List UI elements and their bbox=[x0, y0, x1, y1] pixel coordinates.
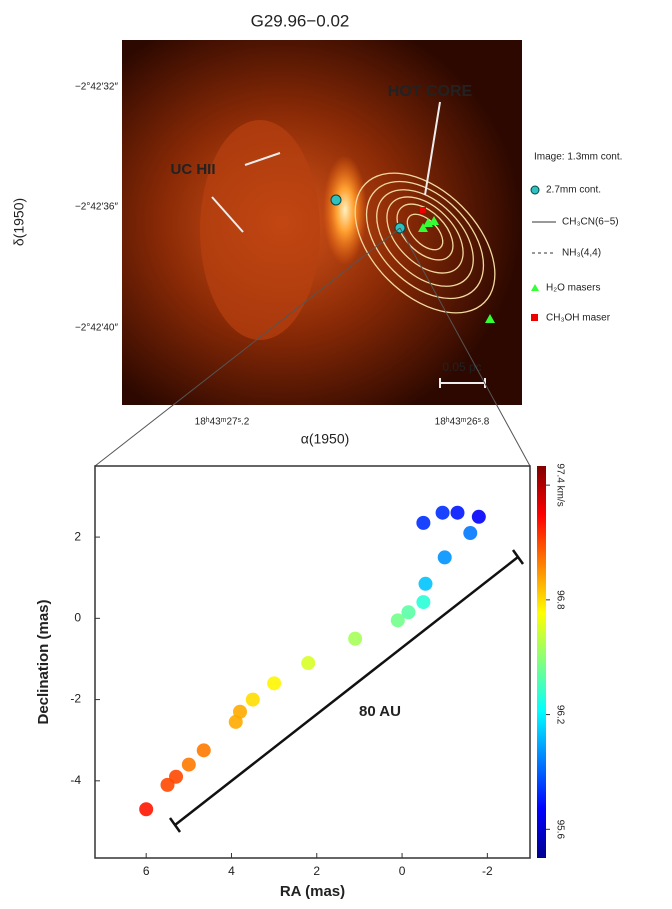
legend-entry: H₂O masers bbox=[546, 283, 600, 294]
uchii-region bbox=[200, 120, 320, 340]
maser-spot bbox=[416, 595, 430, 609]
maser-spot bbox=[169, 770, 183, 784]
legend-symbol bbox=[531, 186, 539, 194]
x-tick-label: -2 bbox=[482, 864, 493, 878]
y-tick-label: -4 bbox=[70, 773, 81, 787]
maser-spot bbox=[438, 550, 452, 564]
legend-entry: Image: 1.3mm cont. bbox=[534, 152, 622, 163]
maser-spot bbox=[416, 516, 430, 530]
methanol-maser bbox=[420, 207, 426, 213]
legend-symbol bbox=[531, 284, 539, 291]
legend: Image: 1.3mm cont. 2.7mm cont. CH₃CN(6−5… bbox=[531, 152, 622, 324]
page: G29.96−0.02 UC HII HOT CORE 0.05 pc −2°4… bbox=[0, 0, 672, 904]
x-tick-label: 2 bbox=[313, 864, 320, 878]
legend-entry: CH₃CN(6−5) bbox=[562, 217, 619, 228]
x-tick-label: 6 bbox=[143, 864, 150, 878]
hotcore-label: HOT CORE bbox=[388, 83, 473, 100]
x-axis-label: RA (mas) bbox=[280, 883, 345, 900]
y-tick-label: 2 bbox=[74, 529, 81, 543]
y-tick-label: 0 bbox=[74, 611, 81, 625]
x-tick-label: 18ʰ43ᵐ26ˢ.8 bbox=[435, 417, 490, 428]
colorbar-tick-label: 96.2 bbox=[554, 705, 565, 725]
maser-spot bbox=[197, 743, 211, 757]
maser-spot bbox=[463, 526, 477, 540]
x-axis-label: α(1950) bbox=[301, 431, 350, 447]
maser-spot bbox=[139, 802, 153, 816]
y-tick-label: -2 bbox=[70, 692, 81, 706]
maser-spot bbox=[419, 577, 433, 591]
maser-spot bbox=[401, 605, 415, 619]
y-axis-label: δ(1950) bbox=[11, 198, 27, 246]
scale-label: 80 AU bbox=[359, 703, 401, 720]
y-tick-label: −2°42′32″ bbox=[75, 82, 119, 93]
legend-entry: CH₃OH maser bbox=[546, 313, 611, 324]
maser-spot bbox=[301, 656, 315, 670]
image-title: G29.96−0.02 bbox=[251, 11, 350, 30]
legend-entry: 2.7mm cont. bbox=[546, 185, 601, 196]
colorbar-tick-label: 97.4 km/s bbox=[554, 463, 565, 506]
maser-spot bbox=[267, 676, 281, 690]
colorbar-tick-label: 95.6 bbox=[554, 820, 565, 840]
maser-spot bbox=[451, 506, 465, 520]
maser-spot bbox=[182, 758, 196, 772]
maser-spot bbox=[348, 632, 362, 646]
uchii-label: UC HII bbox=[171, 161, 216, 178]
maser-spot bbox=[472, 510, 486, 524]
x-tick-label: 4 bbox=[228, 864, 235, 878]
x-tick-label: 0 bbox=[399, 864, 406, 878]
colorbar-tick-label: 96.8 bbox=[554, 590, 565, 610]
maser-spot bbox=[436, 506, 450, 520]
mm-source bbox=[331, 195, 341, 205]
colorbar bbox=[537, 466, 546, 858]
maser-spot bbox=[233, 705, 247, 719]
y-axis-label: Declination (mas) bbox=[35, 599, 52, 724]
x-tick-label: 18ʰ43ᵐ27ˢ.2 bbox=[195, 417, 250, 428]
figure: G29.96−0.02 UC HII HOT CORE 0.05 pc −2°4… bbox=[0, 0, 672, 904]
uchii-shell bbox=[323, 155, 367, 265]
legend-entry: NH₃(4,4) bbox=[562, 248, 601, 259]
maser-spot bbox=[246, 693, 260, 707]
y-tick-label: −2°42′36″ bbox=[75, 202, 119, 213]
legend-symbol bbox=[531, 314, 538, 321]
y-tick-label: −2°42′40″ bbox=[75, 323, 119, 334]
